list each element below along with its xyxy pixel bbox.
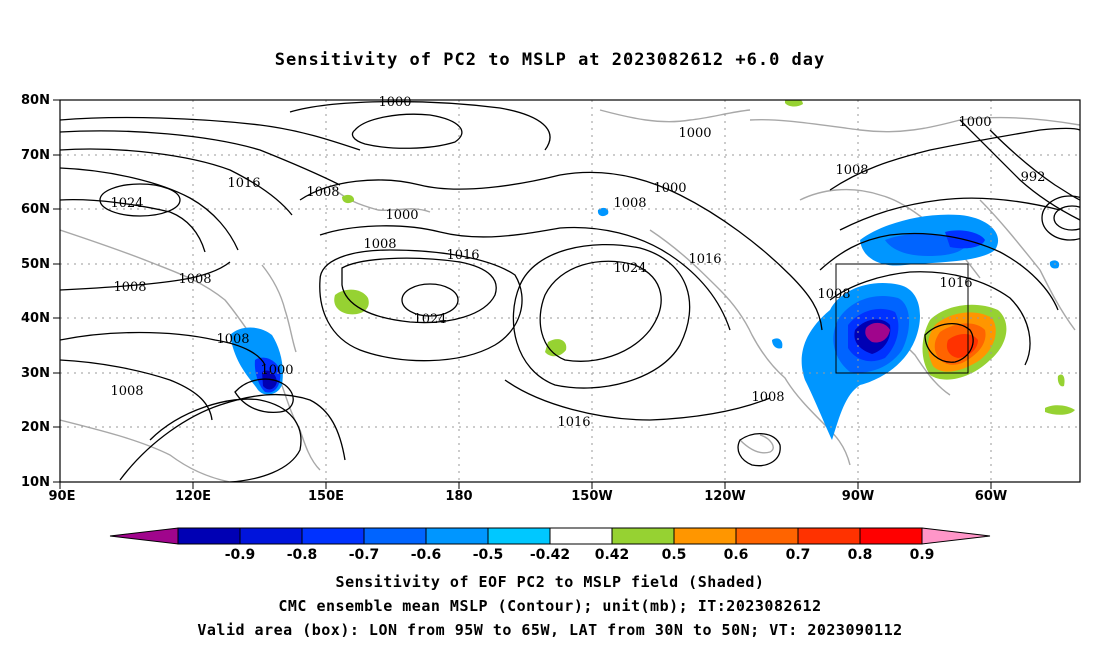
lat-label: 20N xyxy=(21,420,50,435)
lat-label: 50N xyxy=(21,257,50,272)
contour-label: 1016 xyxy=(939,276,972,291)
colorbar-high-triangle xyxy=(921,527,991,545)
contour-label: 1008 xyxy=(216,332,249,347)
colorbar-box xyxy=(549,527,613,545)
contour-label: 1016 xyxy=(227,176,260,191)
contour-label: 1008 xyxy=(817,287,850,302)
colorbar-label: -0.8 xyxy=(287,547,318,563)
colorbar-box xyxy=(611,527,675,545)
colorbar-label: -0.7 xyxy=(349,547,380,563)
colorbar-low-triangle xyxy=(109,527,179,545)
contour-labels: 1000 1000 1000 1000 1000 1000 992 1008 1… xyxy=(110,95,1045,430)
lon-label: 120W xyxy=(704,489,745,504)
lat-labels: 80N 70N 60N 50N 40N 30N 20N 10N xyxy=(21,93,50,490)
colorbar-box xyxy=(735,527,799,545)
lon-label: 180 xyxy=(445,489,472,504)
contour-label: 1008 xyxy=(113,280,146,295)
contour-label: 1008 xyxy=(613,196,646,211)
grid-lines xyxy=(60,100,1080,482)
colorbar-box xyxy=(363,527,427,545)
map-frame xyxy=(59,99,1081,483)
colorbar-label: 0.6 xyxy=(724,547,749,563)
contour-label: 1008 xyxy=(110,384,143,399)
colorbar-label: -0.5 xyxy=(473,547,504,563)
colorbar-box xyxy=(673,527,737,545)
contour-label: 1008 xyxy=(835,163,868,178)
lon-label: 60W xyxy=(975,489,1007,504)
colorbar-label: -0.9 xyxy=(225,547,256,563)
colorbar-label: -0.42 xyxy=(530,547,570,563)
colorbar-label: 0.8 xyxy=(848,547,873,563)
chart-title: Sensitivity of PC2 to MSLP at 2023082612… xyxy=(274,50,826,70)
contour-label: 1016 xyxy=(557,415,590,430)
lon-label: 150W xyxy=(571,489,612,504)
lat-label: 70N xyxy=(21,148,50,163)
lat-label: 80N xyxy=(21,93,50,108)
contour-label: 1000 xyxy=(958,115,991,130)
contour-label: 1000 xyxy=(653,181,686,196)
contour-label: 1008 xyxy=(363,237,396,252)
colorbar-box xyxy=(177,527,241,545)
axis-ticks xyxy=(53,99,992,489)
contour-label: 1008 xyxy=(751,390,784,405)
lat-label: 30N xyxy=(21,366,50,381)
mslp-contours xyxy=(60,100,1080,482)
lon-labels: 90E 120E 150E 180 150W 120W 90W 60W xyxy=(49,489,1008,504)
lon-label: 150E xyxy=(308,489,344,504)
colorbar-box xyxy=(301,527,365,545)
colorbar: -0.9 -0.8 -0.7 -0.6 -0.5 -0.42 0.42 0.5 0.6 0.7 0.… xyxy=(109,527,991,563)
colorbar-box xyxy=(487,527,551,545)
contour-label: 1024 xyxy=(110,196,143,211)
contour-label: 1000 xyxy=(260,363,293,378)
contour-label: 1008 xyxy=(306,185,339,200)
valid-area-box xyxy=(835,263,969,374)
footer-line-3: Valid area (box): LON from 95W to 65W, L… xyxy=(197,621,903,639)
colorbar-box xyxy=(239,527,303,545)
colorbar-label: 0.42 xyxy=(595,547,630,563)
colorbar-box xyxy=(859,527,923,545)
contour-label: 992 xyxy=(1021,170,1046,185)
contour-label: 1024 xyxy=(413,312,446,327)
contour-label: 1000 xyxy=(385,208,418,223)
contour-label: 1000 xyxy=(678,126,711,141)
lon-label: 90E xyxy=(49,489,76,504)
contour-label: 1008 xyxy=(178,272,211,287)
sensitivity-shading xyxy=(230,100,1075,440)
lat-label: 10N xyxy=(21,475,50,490)
contour-label: 1016 xyxy=(446,248,479,263)
colorbar-box xyxy=(425,527,489,545)
contour-label: 1016 xyxy=(688,252,721,267)
lat-label: 60N xyxy=(21,202,50,217)
colorbar-label: -0.6 xyxy=(411,547,442,563)
footer-line-1: Sensitivity of EOF PC2 to MSLP field (Sh… xyxy=(335,573,765,591)
colorbar-label: 0.5 xyxy=(662,547,687,563)
colorbar-label: 0.7 xyxy=(786,547,811,563)
lon-label: 90W xyxy=(842,489,874,504)
contour-label: 1024 xyxy=(613,261,646,276)
colorbar-box xyxy=(797,527,861,545)
lon-label: 120E xyxy=(175,489,211,504)
footer-line-2: CMC ensemble mean MSLP (Contour); unit(m… xyxy=(278,597,822,615)
lat-label: 40N xyxy=(21,311,50,326)
colorbar-label: 0.9 xyxy=(910,547,935,563)
contour-label: 1000 xyxy=(378,95,411,110)
